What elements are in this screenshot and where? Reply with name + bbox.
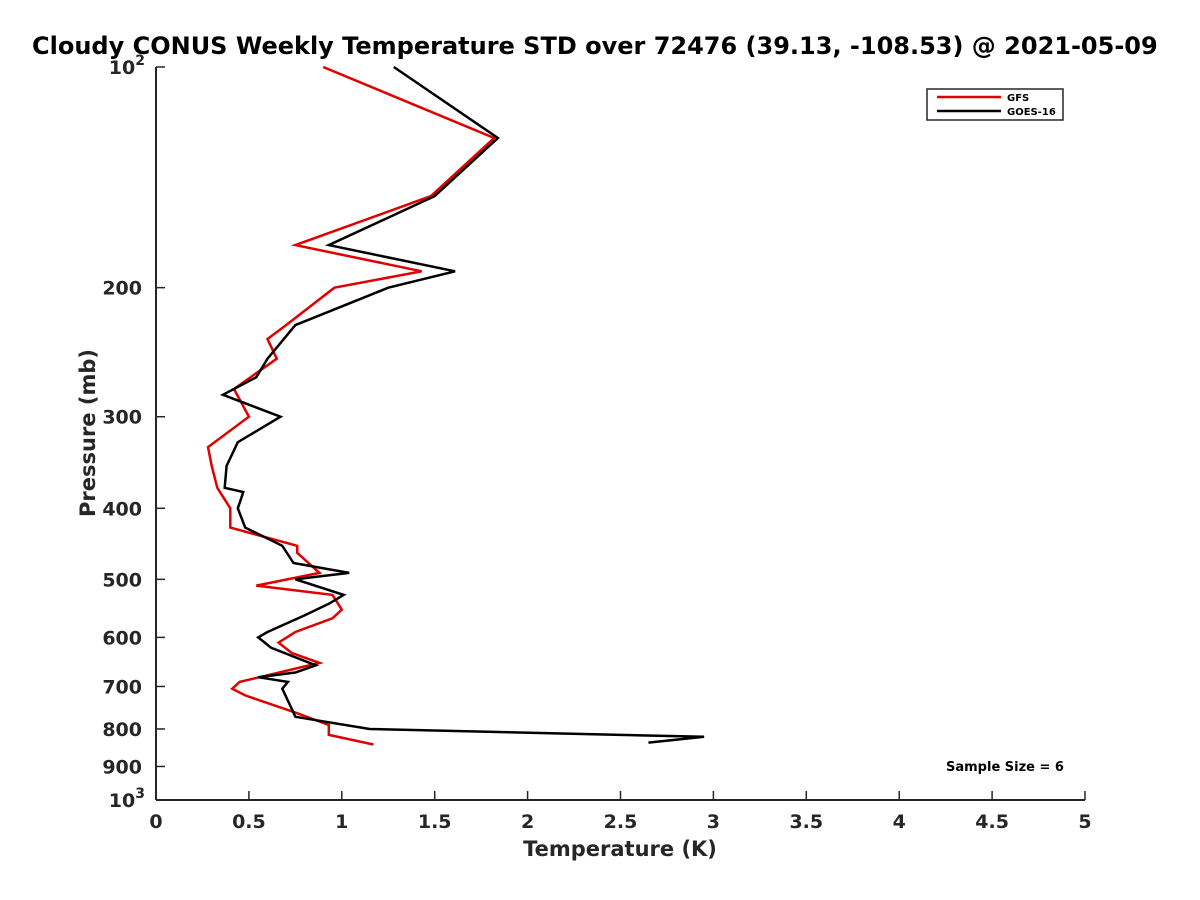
y-tick-label: 500 — [102, 569, 142, 591]
legend-label: GOES-16 — [1007, 107, 1056, 118]
x-tick-label: 4.5 — [975, 811, 1009, 833]
y-tick-label: 700 — [102, 676, 142, 698]
x-tick-label: 2 — [521, 811, 534, 833]
x-tick-label: 1 — [335, 811, 348, 833]
x-tick-label: 4 — [893, 811, 906, 833]
y-tick-label: 600 — [102, 627, 142, 649]
legend: GFS GOES-16 — [926, 88, 1064, 121]
y-tick-base: 10 — [109, 57, 135, 79]
x-tick-label: 0 — [149, 811, 162, 833]
plot-area: 0 0.5 1 1.5 2 2.5 3 3.5 4 4.5 5 102200300400500600… — [102, 53, 1091, 833]
series-line-goes-16 — [219, 65, 705, 744]
y-tick-exponent: 3 — [135, 786, 145, 802]
y-axis-label: Pressure (mb) — [76, 349, 100, 517]
x-ticks: 0 0.5 1 1.5 2 2.5 3 3.5 4 4.5 5 — [149, 791, 1092, 833]
y-tick-exponent: 2 — [135, 53, 145, 69]
series-lines — [206, 65, 705, 746]
chart-title: Cloudy CONUS Weekly Temperature STD over… — [32, 32, 1158, 60]
legend-box — [926, 88, 1064, 121]
y-tick-label: 103 — [109, 786, 145, 812]
sample-size-annotation: Sample Size = 6 — [946, 760, 1064, 775]
y-tick-label: 200 — [102, 278, 142, 300]
y-tick-label: 900 — [102, 756, 142, 778]
x-axis-label: Temperature (K) — [523, 837, 717, 861]
y-tick-label: 102 — [109, 53, 145, 79]
legend-label: GFS — [1007, 93, 1029, 104]
x-tick-label: 3.5 — [789, 811, 823, 833]
x-tick-label: 1.5 — [418, 811, 452, 833]
y-tick-label: 800 — [102, 719, 142, 741]
x-tick-label: 2.5 — [604, 811, 638, 833]
y-tick-label: 400 — [102, 498, 142, 520]
y-tick-label: 300 — [102, 407, 142, 429]
x-tick-label: 3 — [707, 811, 720, 833]
series-line-gfs — [206, 65, 497, 746]
y-tick-base: 10 — [109, 790, 135, 812]
x-tick-label: 0.5 — [232, 811, 266, 833]
x-tick-label: 5 — [1078, 811, 1091, 833]
